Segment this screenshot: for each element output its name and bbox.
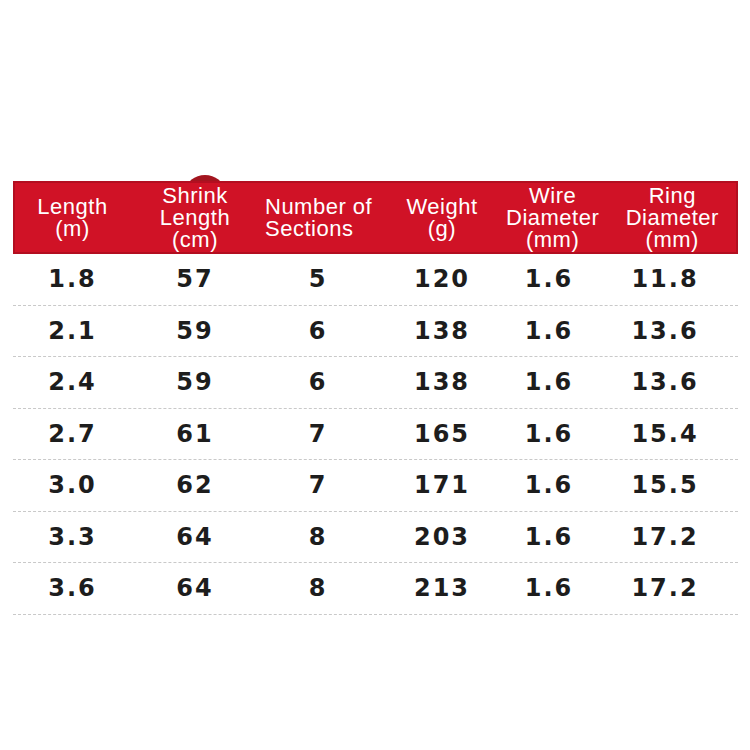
- header-line: Number of: [265, 196, 372, 218]
- cell-length: 3.0: [13, 471, 132, 499]
- header-cell-wire-diameter: WireDiameter(mm): [506, 181, 599, 254]
- header-cell-length: Length(m): [13, 181, 132, 254]
- table-row: 2.45961381.613.6: [13, 357, 738, 409]
- cell-shrink-length: 64: [132, 523, 258, 551]
- cell-ring-diameter: 15.4: [592, 420, 738, 448]
- cell-wire-diameter: 1.6: [506, 317, 592, 345]
- header-line: (m): [55, 218, 89, 240]
- cell-weight: 138: [378, 368, 506, 396]
- header-cell-shrink-length: ShrinkLength(cm): [132, 181, 258, 254]
- header-line: (g): [428, 218, 456, 240]
- cell-length: 3.6: [13, 574, 132, 602]
- header-line: Length: [37, 196, 107, 218]
- table-row: 2.15961381.613.6: [13, 306, 738, 358]
- header-line: (mm): [646, 229, 699, 251]
- header-cell-ring-diameter: RingDiameter(mm): [599, 181, 745, 254]
- cell-number-of-sections: 6: [258, 368, 378, 396]
- cell-ring-diameter: 15.5: [592, 471, 738, 499]
- cell-length: 1.8: [13, 265, 132, 293]
- cell-length: 2.1: [13, 317, 132, 345]
- header-cell-number-of-sections: Number ofSections: [258, 181, 378, 254]
- cell-shrink-length: 64: [132, 574, 258, 602]
- cell-weight: 203: [378, 523, 506, 551]
- cell-wire-diameter: 1.6: [506, 265, 592, 293]
- table-row: 2.76171651.615.4: [13, 409, 738, 461]
- cell-shrink-length: 57: [132, 265, 258, 293]
- cell-ring-diameter: 13.6: [592, 368, 738, 396]
- page-background: Length(m)ShrinkLength(cm)Number ofSectio…: [0, 0, 750, 750]
- header-line: Wire: [529, 185, 576, 207]
- cell-number-of-sections: 8: [258, 523, 378, 551]
- cell-shrink-length: 61: [132, 420, 258, 448]
- cell-weight: 213: [378, 574, 506, 602]
- cell-ring-diameter: 17.2: [592, 574, 738, 602]
- header-line: Sections: [265, 218, 353, 240]
- cell-number-of-sections: 7: [258, 420, 378, 448]
- cell-number-of-sections: 5: [258, 265, 378, 293]
- cell-weight: 171: [378, 471, 506, 499]
- header-line: (cm): [172, 229, 218, 251]
- cell-weight: 120: [378, 265, 506, 293]
- header-line: (mm): [526, 229, 579, 251]
- cell-wire-diameter: 1.6: [506, 523, 592, 551]
- table-header-row: Length(m)ShrinkLength(cm)Number ofSectio…: [13, 181, 738, 254]
- cell-wire-diameter: 1.6: [506, 368, 592, 396]
- cell-number-of-sections: 8: [258, 574, 378, 602]
- cell-ring-diameter: 17.2: [592, 523, 738, 551]
- header-line: Weight: [406, 196, 477, 218]
- cell-wire-diameter: 1.6: [506, 574, 592, 602]
- cell-weight: 138: [378, 317, 506, 345]
- table-body: 1.85751201.611.82.15961381.613.62.459613…: [13, 254, 738, 615]
- cell-wire-diameter: 1.6: [506, 420, 592, 448]
- table-row: 3.66482131.617.2: [13, 563, 738, 615]
- spec-table: Length(m)ShrinkLength(cm)Number ofSectio…: [13, 181, 738, 615]
- header-line: Diameter: [506, 207, 599, 229]
- cell-length: 2.4: [13, 368, 132, 396]
- cell-length: 3.3: [13, 523, 132, 551]
- table-row: 1.85751201.611.8: [13, 254, 738, 306]
- cell-ring-diameter: 13.6: [592, 317, 738, 345]
- header-line: Length: [160, 207, 230, 229]
- cell-shrink-length: 59: [132, 317, 258, 345]
- cell-ring-diameter: 11.8: [592, 265, 738, 293]
- table-row: 3.36482031.617.2: [13, 512, 738, 564]
- cell-length: 2.7: [13, 420, 132, 448]
- cell-shrink-length: 62: [132, 471, 258, 499]
- header-line: Ring: [649, 185, 696, 207]
- table-row: 3.06271711.615.5: [13, 460, 738, 512]
- header-line: Shrink: [162, 185, 227, 207]
- header-line: Diameter: [626, 207, 719, 229]
- cell-number-of-sections: 7: [258, 471, 378, 499]
- cell-wire-diameter: 1.6: [506, 471, 592, 499]
- cell-number-of-sections: 6: [258, 317, 378, 345]
- cell-shrink-length: 59: [132, 368, 258, 396]
- header-cell-weight: Weight(g): [378, 181, 506, 254]
- cell-weight: 165: [378, 420, 506, 448]
